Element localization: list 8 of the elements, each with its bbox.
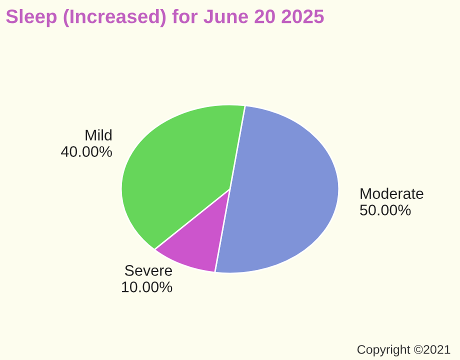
slice-label: Severe [124, 265, 172, 276]
slice-label: Mild [86, 129, 112, 140]
chart-title: Sleep (Increased) for June 20 2025 [6, 9, 324, 28]
slice-label: Moderate [360, 188, 424, 199]
data-label: 10.00% [122, 282, 172, 292]
data-label: 40.00% [61, 146, 112, 157]
data-label: 50.00% [360, 204, 411, 216]
text: Copyright ©2021 [357, 344, 450, 356]
